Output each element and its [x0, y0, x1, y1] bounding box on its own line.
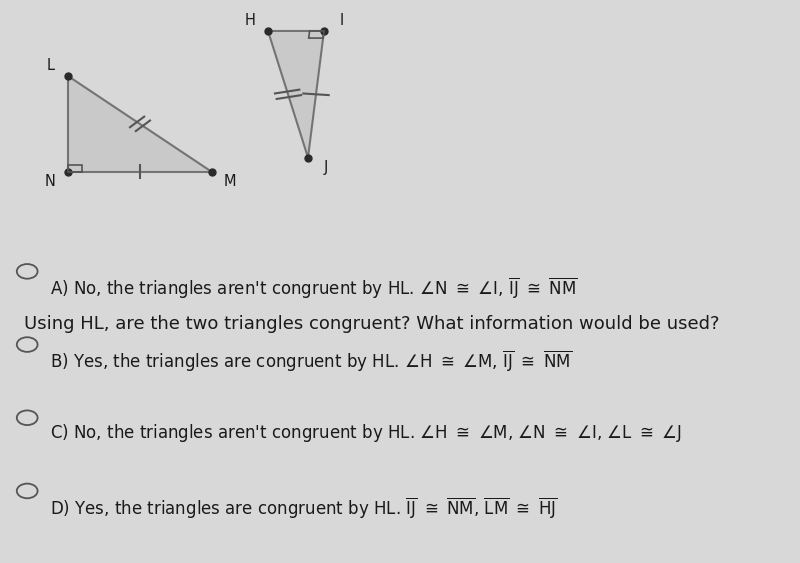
Text: H: H [245, 14, 256, 28]
Text: C) No, the triangles aren't congruent by HL. $\angle$H $\cong$ $\angle$M, $\angl: C) No, the triangles aren't congruent by… [50, 422, 682, 444]
Text: A) No, the triangles aren't congruent by HL. $\angle$N $\cong$ $\angle$I, $\over: A) No, the triangles aren't congruent by… [50, 276, 578, 301]
Text: M: M [223, 175, 236, 189]
Polygon shape [68, 76, 212, 172]
Text: I: I [339, 14, 344, 28]
Text: N: N [45, 175, 56, 189]
Text: B) Yes, the triangles are congruent by HL. $\angle$H $\cong$ $\angle$M, $\overli: B) Yes, the triangles are congruent by H… [50, 349, 572, 374]
Text: Using HL, are the two triangles congruent? What information would be used?: Using HL, are the two triangles congruen… [24, 315, 719, 333]
Text: D) Yes, the triangles are congruent by HL. $\overline{\mathrm{IJ}}$ $\cong$ $\ov: D) Yes, the triangles are congruent by H… [50, 495, 558, 521]
Text: J: J [323, 160, 328, 175]
Polygon shape [268, 31, 324, 158]
Text: L: L [46, 59, 54, 73]
